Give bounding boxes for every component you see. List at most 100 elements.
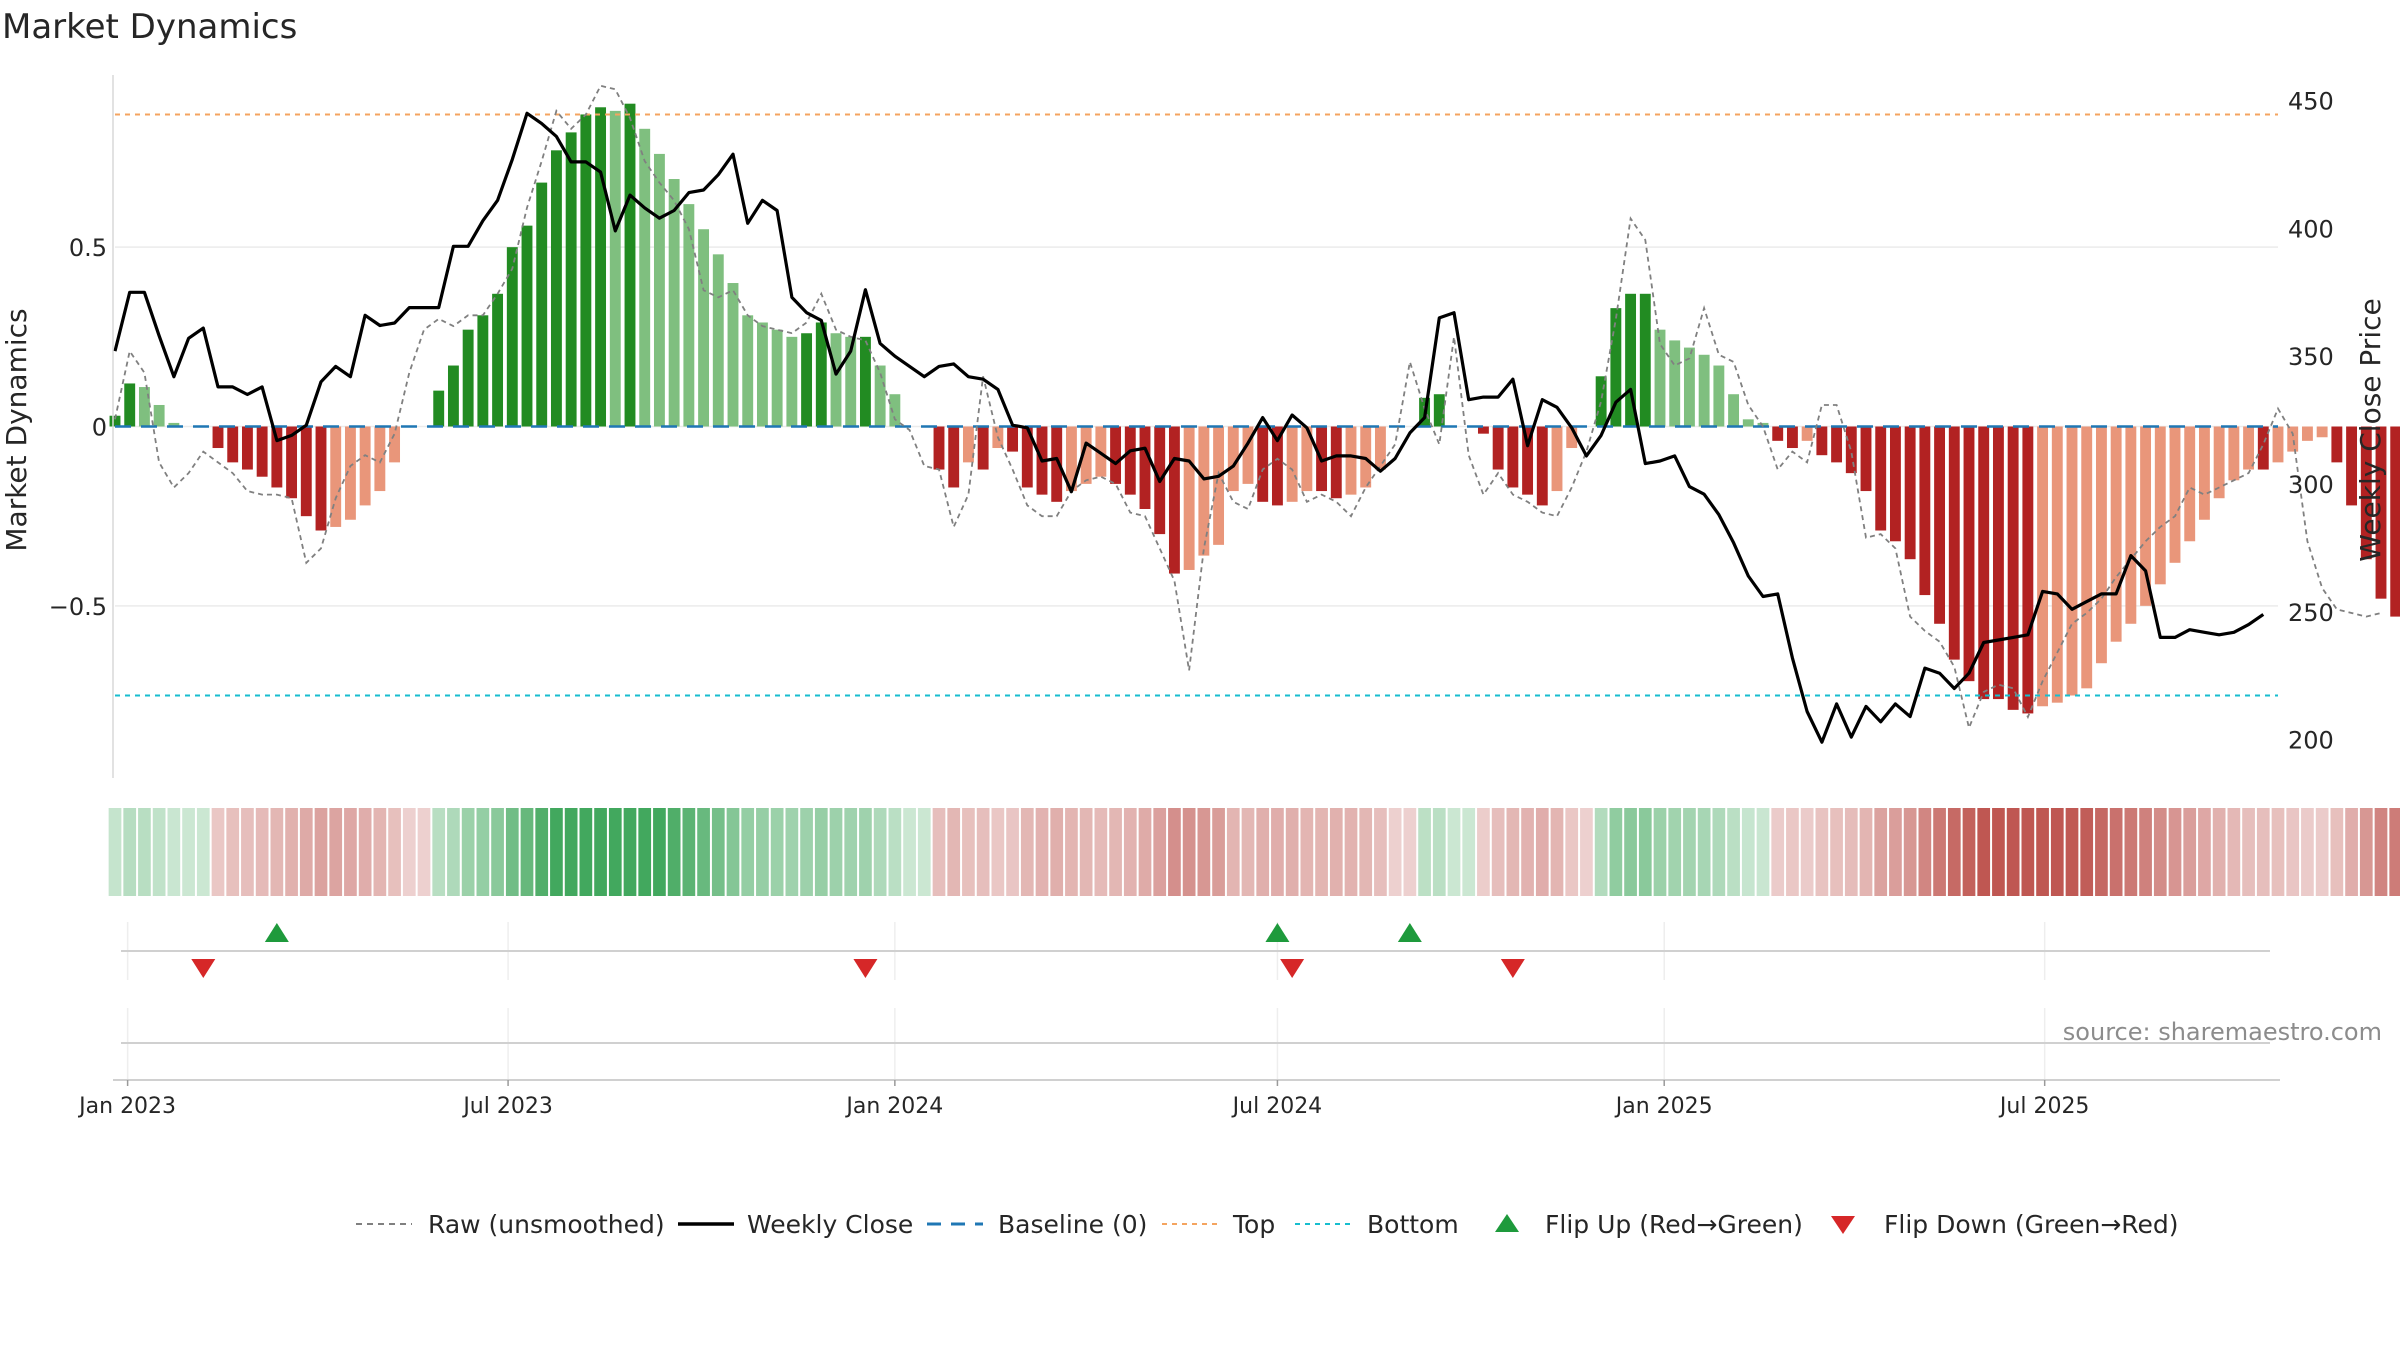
heat-cell [2359, 808, 2373, 896]
dynamics-bars [109, 103, 2400, 714]
heat-cell [182, 808, 195, 896]
heat-cell [711, 808, 725, 896]
regime-heat-strip [108, 808, 2400, 896]
heat-cell [1594, 808, 1608, 896]
heat-cell [682, 808, 696, 896]
heat-cell [211, 808, 225, 896]
heat-cell [2139, 808, 2152, 896]
heat-cell [1521, 808, 1534, 896]
heat-cell [1565, 808, 1579, 896]
heat-cell [226, 808, 240, 896]
flip-markers [191, 923, 1525, 978]
dynamics-bar [550, 150, 562, 427]
heat-cell [1256, 808, 1270, 896]
dynamics-bar [2066, 426, 2078, 696]
dynamics-bar [1080, 426, 1092, 484]
heat-cell [2153, 808, 2167, 896]
heat-cell [741, 808, 755, 896]
dynamics-bar [845, 336, 857, 427]
legend-label: Weekly Close [747, 1210, 913, 1239]
heat-cell [1079, 808, 1093, 896]
heat-cell [1992, 808, 2005, 896]
heat-cell [1285, 808, 1299, 896]
dynamics-bar [374, 426, 386, 492]
dynamics-bar [668, 179, 680, 427]
heat-cell [917, 808, 931, 896]
heat-cell [2345, 808, 2358, 896]
heat-cell [991, 808, 1005, 896]
heat-cell [1506, 808, 1520, 896]
dynamics-bar [2140, 426, 2152, 606]
dynamics-bar [1963, 426, 1975, 682]
y-right-tick-label: 300 [2288, 471, 2334, 499]
heat-cell [2374, 808, 2388, 896]
dynamics-bar [1698, 354, 1710, 427]
heat-cell [2198, 808, 2211, 896]
dynamics-bar [492, 293, 504, 427]
heat-cell [2330, 808, 2344, 896]
flip-down-marker [1280, 959, 1305, 978]
heat-cell [1035, 808, 1049, 896]
dynamics-bar [153, 404, 165, 427]
heat-cell [1609, 808, 1623, 896]
heat-cell [608, 808, 622, 896]
heat-cell [976, 808, 990, 896]
dynamics-bar [948, 426, 960, 488]
dynamics-bar [1934, 426, 1946, 624]
dynamics-bar [639, 128, 651, 427]
heat-cell [108, 808, 122, 896]
heat-cell [1462, 808, 1476, 896]
heat-cell [2286, 808, 2300, 896]
dynamics-bar [1536, 426, 1548, 506]
heat-cell [241, 808, 254, 896]
heat-cell [1006, 808, 1019, 896]
heat-cell [1624, 808, 1637, 896]
heat-cell [123, 808, 137, 896]
y-axis-left-label: Market Dynamics [0, 308, 33, 551]
heat-cell [138, 808, 151, 896]
y-right-tick-label: 450 [2288, 88, 2334, 116]
heat-cell [638, 808, 652, 896]
dynamics-bar [2095, 426, 2107, 664]
dynamics-bar [477, 315, 489, 427]
dynamics-bar [595, 107, 607, 427]
heat-cell [770, 808, 784, 896]
x-tick-label: Jul 2024 [1231, 1094, 1323, 1119]
dynamics-bar [433, 390, 445, 427]
heat-cell [167, 808, 181, 896]
heat-cell [550, 808, 563, 896]
heat-cell [1182, 808, 1196, 896]
dynamics-bar [2081, 426, 2093, 689]
heat-cell [2271, 808, 2285, 896]
heat-cell [1065, 808, 1078, 896]
heat-cell [1918, 808, 1932, 896]
dynamics-bar [1433, 394, 1445, 427]
heat-cell [667, 808, 681, 896]
x-tick-label: Jul 2023 [461, 1094, 553, 1119]
heat-cell [255, 808, 269, 896]
dynamics-bar [1051, 426, 1063, 502]
heat-cell [1138, 808, 1152, 896]
dynamics-bar [1625, 293, 1637, 427]
chart-title: Market Dynamics [2, 7, 297, 47]
dynamics-bar [565, 132, 577, 427]
dynamics-bar [2184, 426, 2196, 542]
dynamics-bar [1889, 426, 1901, 542]
dynamics-bar [124, 383, 136, 427]
heat-cell [314, 808, 328, 896]
heat-cell [2080, 808, 2094, 896]
heat-cell [829, 808, 843, 896]
heat-cell [888, 808, 902, 896]
dynamics-bar [801, 333, 813, 427]
dynamics-bar [168, 422, 180, 427]
heat-cell [432, 808, 446, 896]
heat-cell [491, 808, 504, 896]
dynamics-bar [2007, 426, 2019, 710]
heat-cell [1153, 808, 1167, 896]
dynamics-bar [1948, 426, 1960, 660]
heat-cell [1344, 808, 1358, 896]
dynamics-bar [462, 329, 474, 427]
dynamics-bar [2287, 426, 2299, 452]
dynamics-bar [1639, 293, 1651, 427]
heat-cell [402, 808, 416, 896]
